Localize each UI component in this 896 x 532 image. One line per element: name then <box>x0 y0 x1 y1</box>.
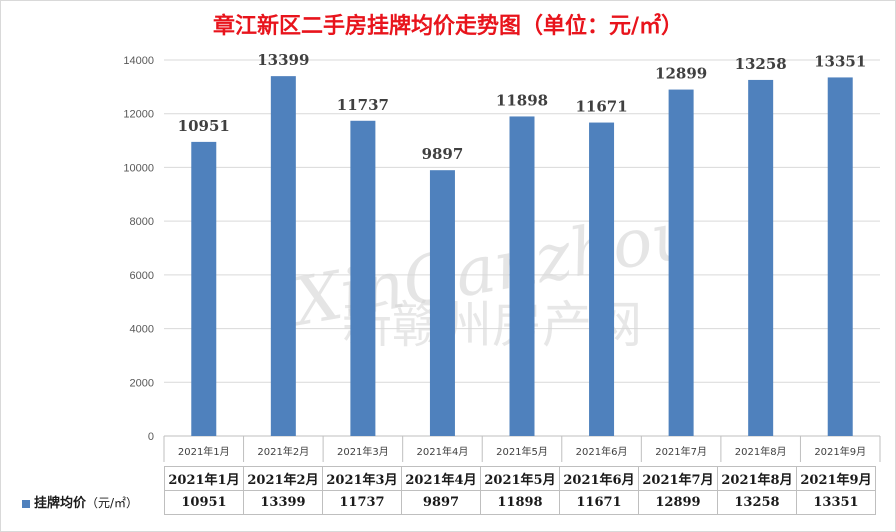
data-table-category-cell: 2021年5月 <box>480 466 560 491</box>
data-table-category-cell: 2021年6月 <box>559 466 639 491</box>
bar <box>509 116 535 437</box>
data-table-value-cell: 12899 <box>638 490 718 515</box>
data-label: 13351 <box>814 52 866 70</box>
data-labels: 10951 13399 11737 9897 11898 11671 12899 13258 1… <box>178 51 867 163</box>
y-tick-label: 8000 <box>130 216 154 228</box>
bar <box>827 77 853 436</box>
data-table-category-cell: 2021年7月 <box>638 466 718 491</box>
bar <box>270 76 296 436</box>
series-unit: （元/㎡） <box>86 496 139 510</box>
data-table-value-cell: 10951 <box>164 490 244 515</box>
y-tick-label: 2000 <box>130 377 154 389</box>
data-table-value-cell: 11898 <box>480 490 560 515</box>
y-tick-label: 6000 <box>130 270 154 282</box>
x-tick-label: 2021年5月 <box>496 445 548 458</box>
y-tick-label: 12000 <box>123 109 154 121</box>
data-table-header-row: 2021年1月 2021年2月 2021年3月 2021年4月 2021年5月 2021年… <box>164 466 876 491</box>
x-tick-label: 2021年8月 <box>735 445 787 458</box>
data-label: 11671 <box>575 98 627 116</box>
x-tick-label: 2021年6月 <box>576 445 628 458</box>
data-table-value-cell: 11671 <box>559 490 639 515</box>
data-label: 13258 <box>735 55 787 73</box>
bar <box>429 170 455 436</box>
data-label: 10951 <box>178 117 230 135</box>
data-table-value-cell: 13351 <box>796 490 876 515</box>
data-table-value-cell: 13258 <box>717 490 797 515</box>
data-table-series-label: 挂牌均价（元/㎡） <box>22 491 138 515</box>
data-table-category-cell: 2021年1月 <box>164 466 244 491</box>
x-tick-label: 2021年4月 <box>417 445 469 458</box>
data-table-category-cell: 2021年9月 <box>796 466 876 491</box>
y-tick-label: 10000 <box>123 162 154 174</box>
data-label: 12899 <box>655 65 707 83</box>
x-axis-ticks: 2021年1月 2021年2月 2021年3月 2021年4月 2021年5月 2021年… <box>178 445 866 458</box>
y-tick-label: 14000 <box>123 55 154 67</box>
data-table-value-cell: 11737 <box>322 490 402 515</box>
x-tick-label: 2021年3月 <box>337 445 389 458</box>
data-label: 11898 <box>496 91 548 109</box>
bars <box>191 76 853 437</box>
data-table-category-cell: 2021年4月 <box>401 466 481 491</box>
bar <box>589 122 615 436</box>
x-tick-label: 2021年2月 <box>257 445 309 458</box>
bar <box>748 79 774 436</box>
bar <box>668 89 694 437</box>
data-label: 13399 <box>257 51 309 69</box>
data-table-value-cell: 13399 <box>243 490 323 515</box>
data-label: 11737 <box>337 96 389 114</box>
bar <box>191 141 217 436</box>
data-table-value-row: 10951 13399 11737 9897 11898 11671 12899 13258 1… <box>164 490 876 515</box>
data-table-category-cell: 2021年8月 <box>717 466 797 491</box>
legend-key <box>22 499 30 508</box>
bar <box>350 120 376 437</box>
data-label: 9897 <box>422 145 464 163</box>
y-tick-label: 4000 <box>130 324 154 336</box>
x-tick-label: 2021年9月 <box>814 445 866 458</box>
data-table-category-cell: 2021年3月 <box>322 466 402 491</box>
data-table: 2021年1月 2021年2月 2021年3月 2021年4月 2021年5月 2021年… <box>164 466 876 515</box>
x-tick-label: 2021年1月 <box>178 445 230 458</box>
y-axis-ticks: 0 2000 4000 6000 8000 10000 12000 14000 <box>123 55 154 443</box>
data-table-category-cell: 2021年2月 <box>243 466 323 491</box>
chart-title: 章江新区二手房挂牌均价走势图（单位：元/㎡） <box>212 14 684 39</box>
y-tick-label: 0 <box>148 431 154 443</box>
data-table-value-cell: 9897 <box>401 490 481 515</box>
x-tick-label: 2021年7月 <box>655 445 707 458</box>
series-name: 挂牌均价 <box>34 496 87 511</box>
